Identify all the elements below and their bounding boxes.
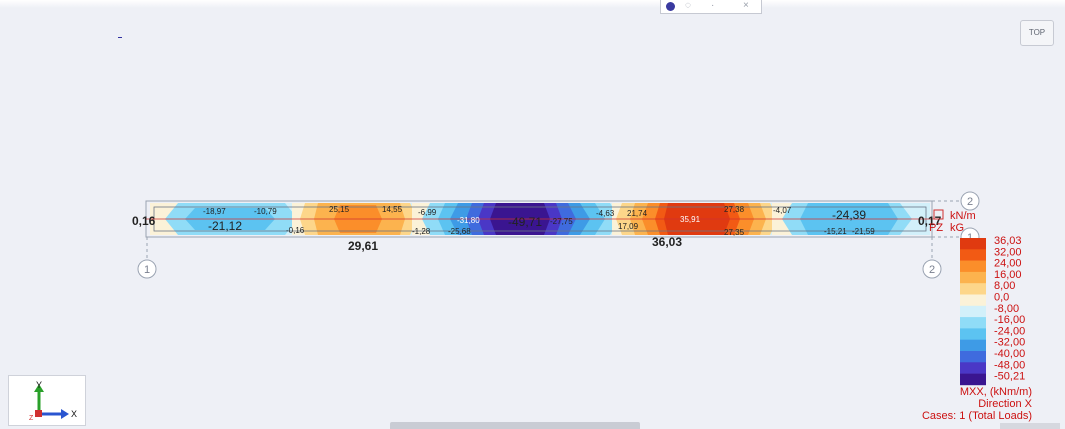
bottom-status-bar[interactable]: [390, 422, 640, 429]
contour-value-labels: -18,97 -10,79 -21,12 -0,16 25,15 14,55 -…: [203, 205, 875, 237]
contour-label: -1,28: [412, 227, 431, 236]
contour-label: 35,91: [680, 215, 701, 224]
contour-label: -27,75: [550, 217, 573, 226]
legend-level-label: 32,00: [994, 246, 1022, 258]
grid-label-top-right: 2: [967, 196, 973, 208]
contour-label: -49,71: [508, 215, 542, 229]
beam-end-left-value: 0,16: [132, 214, 156, 228]
max-value-span-1: 29,61: [348, 239, 378, 253]
contour-label: 25,15: [329, 205, 350, 214]
top-view-button[interactable]: TOP: [1020, 20, 1054, 46]
legend-level-label: 24,00: [994, 258, 1022, 270]
legend-swatch: [960, 373, 986, 386]
contour-label: 17,09: [618, 222, 639, 231]
axis-triad[interactable]: Y X Z: [8, 375, 86, 426]
close-icon[interactable]: ×: [743, 0, 749, 11]
legend-level-label: -8,00: [994, 303, 1019, 315]
view-cube-icon[interactable]: [666, 2, 675, 11]
grid-label-left: 1: [144, 264, 150, 276]
legend-level-label: 36,03: [994, 235, 1022, 247]
contour-label: -0,16: [286, 226, 305, 235]
legend-swatch: [960, 351, 986, 363]
legend-swatch: [960, 238, 986, 250]
max-value-span-2: 36,03: [652, 235, 682, 249]
legend-swatch: [960, 271, 986, 284]
cursor-mark: [118, 37, 122, 38]
y-axis-label: Y: [36, 380, 42, 390]
legend-cases: Cases: 1 (Total Loads): [922, 410, 1032, 422]
beam-end-right-value: 0,17: [918, 214, 942, 228]
legend-swatch: [960, 339, 986, 352]
contour-label: -21,12: [208, 219, 242, 233]
legend-swatch: [960, 317, 986, 329]
legend-level-label: -24,00: [994, 325, 1025, 337]
legend-swatch: [960, 249, 986, 261]
contour-label: 14,55: [382, 205, 403, 214]
contour-label: -24,39: [832, 208, 866, 222]
unit-kg: kG: [950, 222, 964, 234]
legend-swatch: [960, 260, 986, 273]
contour-label: -4,07: [773, 206, 792, 215]
contour-label: -15,21: [824, 227, 847, 236]
contour-label: 21,74: [627, 209, 648, 218]
contour-label: 27,38: [724, 205, 745, 214]
viewport-top-shade: [0, 0, 1065, 8]
legend-level-label: -50,21: [994, 371, 1025, 383]
pan-icon[interactable]: ·: [711, 0, 715, 11]
contour-label: -10,79: [254, 207, 277, 216]
rotate-icon[interactable]: ◌: [685, 0, 691, 11]
legend-level-label: -16,00: [994, 314, 1025, 326]
legend-direction: Direction X: [978, 398, 1032, 410]
contour-legend: 36,0332,0024,0016,008,000,0-8,00-16,00-2…: [960, 235, 1025, 386]
legend-level-label: -48,00: [994, 359, 1025, 371]
legend-level-label: 8,00: [994, 280, 1015, 292]
contour-label: 27,35: [724, 228, 745, 237]
z-axis-icon: [35, 410, 42, 417]
unit-pz: PZ: [929, 222, 943, 234]
grid-label-right: 2: [929, 264, 935, 276]
legend-swatch: [960, 362, 986, 374]
z-axis-label: Z: [29, 415, 34, 422]
contour-label: -18,97: [203, 207, 226, 216]
legend-level-label: 16,00: [994, 269, 1022, 281]
legend-title: MXX, (kNm/m): [960, 386, 1032, 398]
contour-label: -4,63: [596, 209, 615, 218]
load-symbol-icon: [933, 209, 944, 220]
contour-label: -21,59: [852, 227, 875, 236]
legend-level-label: -32,00: [994, 337, 1025, 349]
contour-label: -25,68: [448, 227, 471, 236]
contour-label: -6,99: [418, 208, 437, 217]
legend-swatch: [960, 305, 986, 318]
legend-level-label: 0,0: [994, 292, 1009, 304]
grid-bubble-left[interactable]: [137, 259, 157, 279]
unit-kn-per-m: kN/m: [950, 210, 976, 222]
grid-bubble-top-right[interactable]: [960, 191, 980, 211]
legend-swatch: [960, 294, 986, 307]
contour-label: -31,80: [457, 216, 480, 225]
x-axis-label: X: [71, 409, 77, 419]
view-mini-toolbar[interactable]: ◌ · ×: [660, 0, 762, 14]
bottom-right-tab[interactable]: [1000, 423, 1060, 429]
legend-swatch: [960, 328, 986, 340]
legend-level-label: -40,00: [994, 348, 1025, 360]
grid-bubble-right[interactable]: [922, 259, 942, 279]
legend-swatch: [960, 283, 986, 295]
